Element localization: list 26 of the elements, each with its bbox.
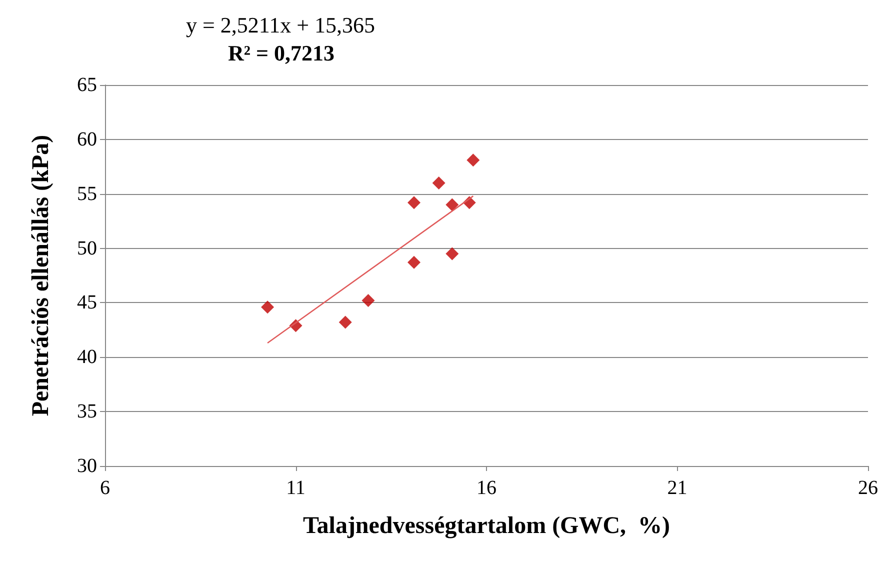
y-tick-label: 45: [77, 292, 97, 314]
x-tick-label: 26: [858, 477, 878, 499]
x-axis-title: Talajnedvességtartalom (GWC, %): [302, 513, 670, 539]
x-tick-label: 21: [667, 477, 688, 499]
y-tick-label: 30: [77, 455, 97, 477]
text: y = 2,5211x + 15,365: [186, 12, 375, 38]
point: [446, 247, 459, 260]
y-tick-label: 65: [77, 74, 97, 96]
point: [408, 256, 421, 269]
y-tick-label: 50: [77, 237, 97, 260]
y-tick-label: 60: [77, 128, 97, 150]
y-tick-label: 40: [77, 346, 97, 368]
y-axis-title: Penetrációs ellenállás (kPa): [28, 134, 54, 416]
point: [466, 154, 480, 167]
point: [432, 176, 446, 190]
point: [362, 294, 375, 308]
point: [408, 196, 421, 210]
point: [446, 198, 459, 212]
x-tick-label: 6: [100, 477, 110, 499]
x-tick-label: 11: [286, 477, 306, 499]
y-tick-label: 35: [77, 400, 97, 423]
point: [261, 300, 274, 314]
point: [338, 316, 352, 329]
text: R² = 0,7213: [228, 40, 335, 66]
x-tick-label: 16: [476, 477, 496, 499]
y-tick-label: 55: [77, 182, 97, 205]
